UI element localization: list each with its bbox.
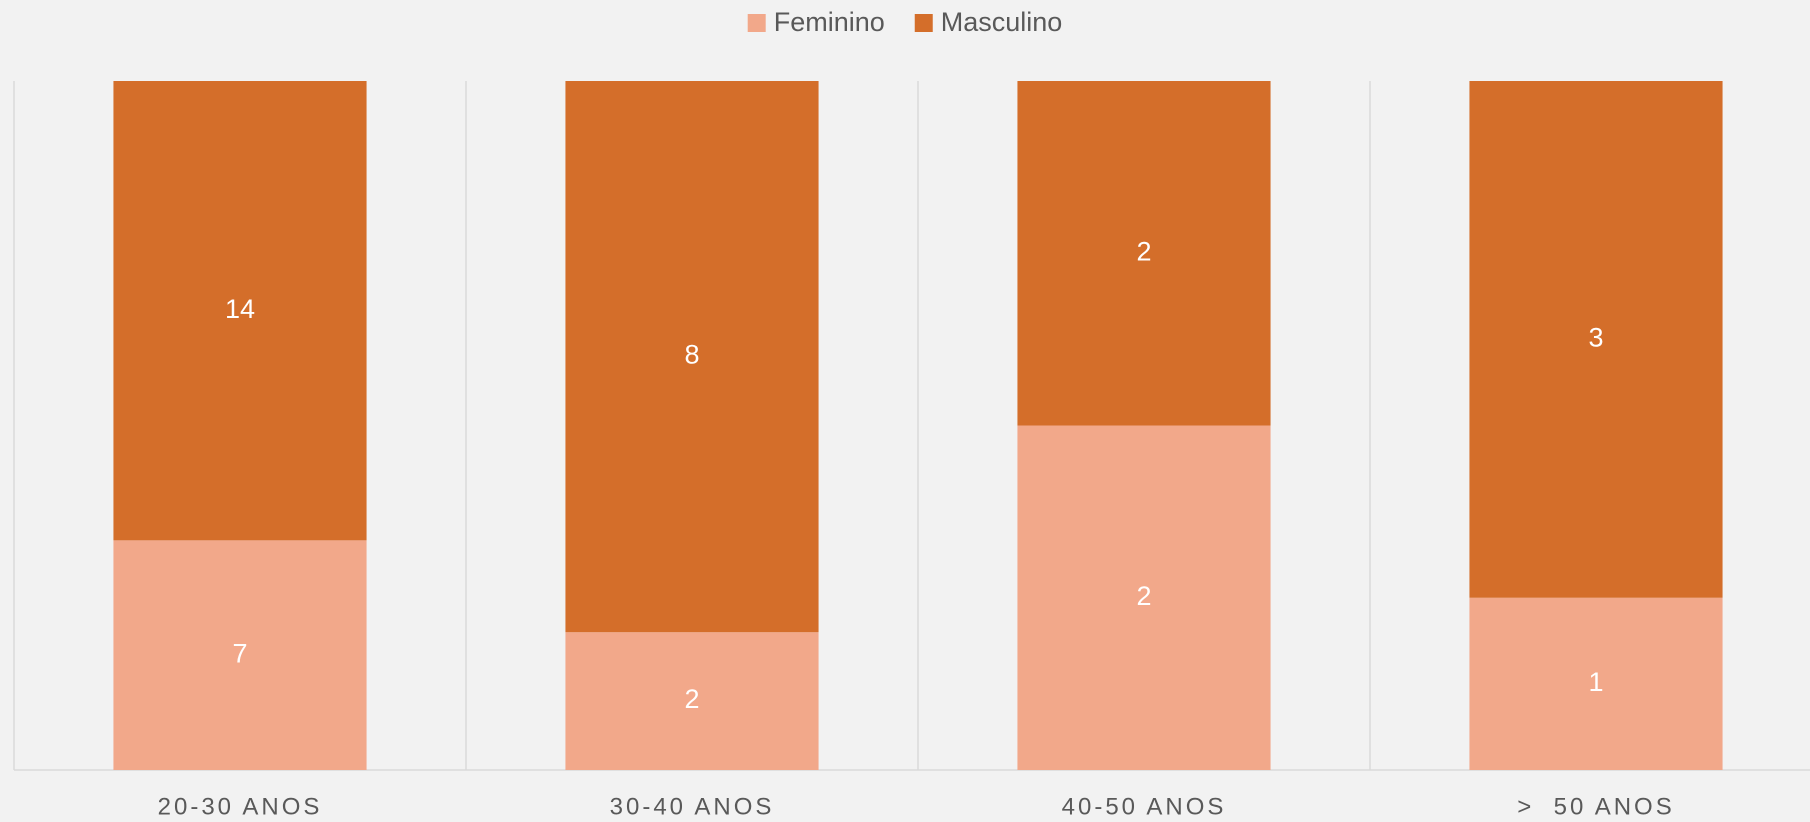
legend-swatch: [747, 14, 766, 32]
bar-segment: [113, 81, 367, 541]
data-label: 2: [684, 684, 699, 714]
x-tick-label: 20-30 ANOS: [158, 793, 323, 820]
x-tick-label: > 50 ANOS: [1517, 793, 1674, 820]
data-label: 7: [232, 638, 247, 668]
bar-segment: [113, 540, 367, 770]
bar-segment: [565, 81, 819, 633]
legend: Feminino Masculino: [747, 7, 1063, 37]
x-tick-label: 30-40 ANOS: [610, 793, 775, 820]
legend-swatch: [914, 14, 933, 32]
legend-label: Masculino: [941, 7, 1063, 37]
legend-label: Feminino: [774, 7, 885, 37]
bar-segment: [1017, 81, 1271, 426]
bar-segment: [1469, 81, 1723, 598]
data-label: 2: [1136, 236, 1151, 266]
data-label: 14: [225, 294, 255, 324]
bar-segment: [565, 632, 819, 770]
bar-segment: [1017, 425, 1271, 770]
data-label: 8: [684, 340, 699, 370]
x-tick-label: 40-50 ANOS: [1062, 793, 1227, 820]
bar-segment: [1469, 597, 1723, 770]
data-label: 1: [1588, 667, 1603, 697]
data-label: 2: [1136, 581, 1151, 611]
data-label: 3: [1588, 323, 1603, 353]
